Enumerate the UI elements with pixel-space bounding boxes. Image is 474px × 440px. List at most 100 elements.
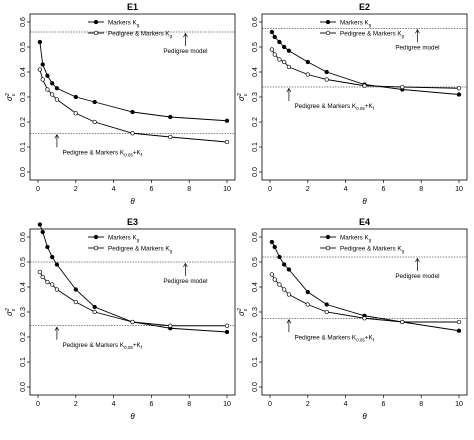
pedigree-markers-annotation: Pedigree & Markers K0.05+Kf	[54, 134, 143, 157]
chart-title: E4	[359, 217, 370, 227]
data-point	[286, 48, 292, 53]
y-axis-label: σ2ε	[237, 93, 249, 101]
x-tick-label: 4	[112, 186, 116, 193]
data-point	[73, 299, 78, 305]
y-tick-label: 0.6	[20, 17, 27, 27]
data-point	[269, 239, 275, 245]
data-point	[40, 274, 45, 280]
y-tick-label: 0.0	[20, 167, 27, 177]
legend: Markers Kg Pedigree & Markers Kg	[88, 234, 173, 253]
series-line	[39, 224, 228, 333]
data-point	[362, 316, 367, 321]
legend-marker	[325, 234, 331, 240]
legend-marker	[325, 30, 331, 36]
series-pedigree-markers-kg	[269, 272, 462, 325]
y-label-subscript: ε	[243, 93, 249, 96]
legend-label: Markers Kg	[108, 234, 140, 242]
pedigree-model-annotation: Pedigree model	[395, 257, 439, 280]
data-point	[37, 269, 43, 275]
data-point	[305, 59, 310, 65]
y-tick-label: 0.5	[20, 42, 27, 52]
x-tick-label: 2	[306, 186, 310, 193]
plot-frame	[261, 13, 468, 181]
label-plus: +K	[133, 342, 142, 349]
label-plus: +K	[365, 103, 374, 110]
data-point	[400, 84, 405, 90]
data-point	[305, 289, 310, 295]
x-tick-label: 4	[112, 401, 116, 408]
y-tick-label: 0.2	[20, 332, 27, 342]
legend-subscript: g	[170, 248, 173, 253]
y-tick-label: 0.0	[252, 167, 259, 177]
legend-label: Markers Kg	[340, 19, 372, 27]
y-tick-label: 0.0	[20, 382, 27, 392]
label-subscript: f	[141, 345, 143, 350]
data-point	[92, 304, 97, 310]
series-line	[271, 241, 460, 332]
data-point	[54, 262, 60, 267]
x-tick-label: 2	[306, 401, 310, 408]
x-tick-label: 8	[187, 186, 191, 193]
data-point	[130, 131, 135, 136]
y-tick-label: 0.5	[20, 257, 27, 267]
legend-subscript: g	[137, 22, 140, 27]
y-tick-label: 0.6	[252, 17, 259, 27]
x-tick-label: 6	[381, 401, 385, 408]
legend-subscript: g	[170, 33, 173, 38]
data-point	[45, 87, 50, 92]
legend-marker	[93, 30, 99, 36]
x-tick-label: 2	[74, 186, 78, 193]
series-line	[271, 49, 460, 89]
y-axis-label: σ2ε	[5, 308, 17, 316]
y-axis: 0.0 0.1 0.2 0.3 0.4 0.5 0.6	[252, 17, 262, 177]
y-axis-label: σ2ε	[237, 308, 249, 316]
data-point	[92, 119, 97, 125]
legend-label: Markers Kg	[340, 234, 372, 242]
pedigree-markers-annotation: Pedigree & Markers K0.05+Kf	[54, 326, 143, 350]
data-point	[224, 139, 230, 145]
chart-panel-e1: E1 0.0 0.1 0.2 0.3 0.4 0.5 0.6 0 2 4 6 8 10 θ σ2ε Pedigr…	[5, 2, 236, 206]
data-point	[50, 282, 55, 287]
x-tick-label: 10	[455, 186, 463, 193]
label-subscript: 0.05	[356, 337, 365, 342]
data-point	[45, 73, 50, 78]
y-label-subscript: ε	[11, 308, 17, 311]
y-tick-label: 0.2	[20, 117, 27, 127]
data-point	[277, 282, 282, 287]
pedigree-markers-label: Pedigree & Markers K0.05+Kf	[62, 149, 142, 157]
data-point	[37, 222, 43, 227]
series-pedigree-markers-kg	[269, 47, 462, 91]
data-point	[269, 29, 275, 35]
y-label-superscript: 2	[237, 93, 243, 97]
label-plus: +K	[133, 149, 142, 156]
y-label-superscript: 2	[237, 308, 243, 312]
pedigree-markers-annotation: Pedigree & Markers K0.05+Kf	[286, 319, 375, 342]
legend-subscript: g	[137, 237, 140, 242]
x-tick-label: 6	[149, 401, 153, 408]
legend-marker	[93, 245, 99, 251]
x-tick-label: 8	[419, 401, 423, 408]
data-point	[269, 272, 275, 277]
plot-frame	[261, 228, 468, 396]
data-point	[305, 72, 310, 77]
data-point	[269, 47, 275, 52]
y-tick-label: 0.1	[20, 357, 27, 367]
data-point	[45, 244, 50, 250]
y-tick-label: 0.2	[252, 332, 259, 342]
data-point	[324, 77, 329, 82]
legend-marker	[325, 245, 331, 251]
x-axis: 0 2 4 6 8 10	[268, 180, 463, 193]
chart-panel-e2: E2 0.0 0.1 0.2 0.3 0.4 0.5 0.6 0 2 4 6 8 10 θ σ2ε Pedigr…	[237, 2, 468, 206]
x-axis-label: θ	[362, 197, 367, 206]
pedigree-markers-label: Pedigree & Markers K0.05+Kf	[62, 342, 142, 350]
x-axis: 0 2 4 6 8 10	[268, 395, 463, 408]
chart-title: E2	[359, 2, 370, 12]
y-tick-label: 0.3	[20, 92, 27, 102]
pedigree-model-annotation: Pedigree model	[163, 262, 207, 285]
legend-subscript: g	[402, 248, 405, 253]
data-point	[277, 39, 282, 45]
data-point	[50, 254, 55, 260]
data-point	[168, 114, 173, 120]
legend: Markers Kg Pedigree & Markers Kg	[88, 19, 173, 38]
x-axis: 0 2 4 6 8 10	[36, 395, 231, 408]
